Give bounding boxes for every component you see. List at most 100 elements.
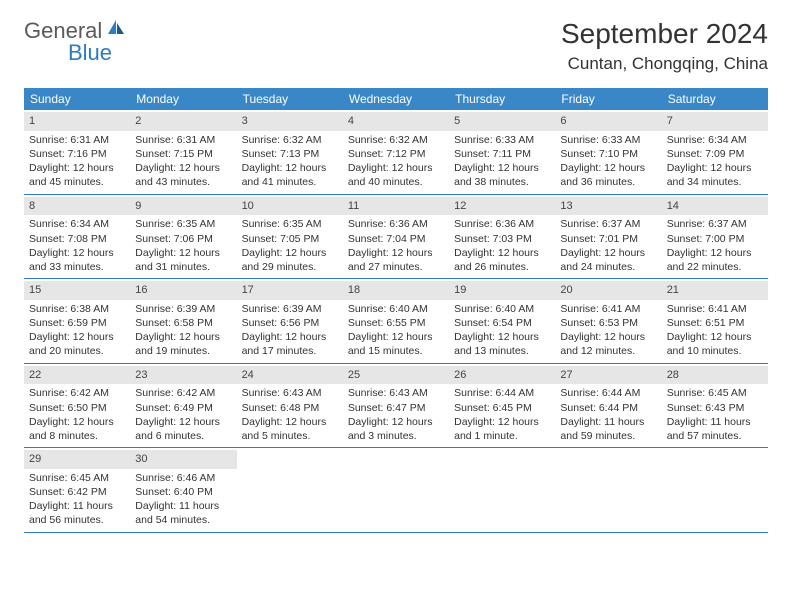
week-row: 22Sunrise: 6:42 AMSunset: 6:50 PMDayligh… — [24, 364, 768, 449]
day-number: 30 — [130, 450, 236, 469]
day-number: 12 — [449, 197, 555, 216]
sunset-line: Sunset: 6:43 PM — [667, 401, 763, 415]
week-row: 15Sunrise: 6:38 AMSunset: 6:59 PMDayligh… — [24, 279, 768, 364]
weeks-container: 1 Sunrise: 6:31 AMSunset: 7:16 PM Daylight… — [24, 110, 768, 533]
daylight-line: Daylight: 12 hours and 40 minutes. — [348, 161, 444, 189]
sunrise-line: Sunrise: 6:34 AM — [667, 133, 763, 147]
daylight-line: Daylight: 12 hours and 31 minutes. — [135, 246, 231, 274]
sunset-line: Sunset: 6:51 PM — [667, 316, 763, 330]
day-number: 26 — [449, 366, 555, 385]
sunset-line: Sunset: 7:09 PM — [667, 147, 763, 161]
daylight-line: Daylight: 12 hours and 10 minutes. — [667, 330, 763, 358]
day-number: 17 — [237, 281, 343, 300]
calendar: Sunday Monday Tuesday Wednesday Thursday… — [24, 88, 768, 533]
sunset-line: Sunset: 6:50 PM — [29, 401, 125, 415]
day-cell: 20Sunrise: 6:41 AMSunset: 6:53 PMDayligh… — [555, 279, 661, 363]
sunset-line: Sunset: 7:13 PM — [242, 147, 338, 161]
daylight-line: Daylight: 11 hours and 57 minutes. — [667, 415, 763, 443]
sunset-line: Sunset: 7:06 PM — [135, 232, 231, 246]
day-number: 23 — [130, 366, 236, 385]
daylight-line: Daylight: 12 hours and 36 minutes. — [560, 161, 656, 189]
day-number: 6 — [555, 112, 661, 131]
sunrise-line: Sunrise: 6:40 AM — [348, 302, 444, 316]
day-cell — [449, 448, 555, 532]
day-number: 9 — [130, 197, 236, 216]
day-cell: 24Sunrise: 6:43 AMSunset: 6:48 PMDayligh… — [237, 364, 343, 448]
daylight-line: Daylight: 12 hours and 29 minutes. — [242, 246, 338, 274]
sunrise-line: Sunrise: 6:37 AM — [560, 217, 656, 231]
day-number: 10 — [237, 197, 343, 216]
daylight-line: Daylight: 11 hours and 56 minutes. — [29, 499, 125, 527]
day-cell: 27Sunrise: 6:44 AMSunset: 6:44 PMDayligh… — [555, 364, 661, 448]
day-number: 14 — [662, 197, 768, 216]
day-number: 5 — [449, 112, 555, 131]
daylight-line: Daylight: 12 hours and 34 minutes. — [667, 161, 763, 189]
day-header-sat: Saturday — [662, 88, 768, 110]
day-header-thu: Thursday — [449, 88, 555, 110]
day-number: 1 — [24, 112, 130, 131]
day-number: 21 — [662, 281, 768, 300]
sunrise-line: Sunrise: 6:44 AM — [454, 386, 550, 400]
day-cell: 26Sunrise: 6:44 AMSunset: 6:45 PMDayligh… — [449, 364, 555, 448]
sunrise-line: Sunrise: 6:44 AM — [560, 386, 656, 400]
sunset-line: Sunset: 6:56 PM — [242, 316, 338, 330]
sunrise-line: Sunrise: 6:35 AM — [242, 217, 338, 231]
daylight-line: Daylight: 12 hours and 6 minutes. — [135, 415, 231, 443]
daylight-line: Daylight: 12 hours and 1 minute. — [454, 415, 550, 443]
day-cell: 29Sunrise: 6:45 AMSunset: 6:42 PMDayligh… — [24, 448, 130, 532]
sunrise-line: Sunrise: 6:31 AM — [29, 133, 125, 147]
day-number: 28 — [662, 366, 768, 385]
sunset-line: Sunset: 6:40 PM — [135, 485, 231, 499]
day-cell: 1Sunrise: 6:31 AMSunset: 7:16 PMDaylight… — [24, 110, 130, 194]
day-number: 27 — [555, 366, 661, 385]
day-cell: 30Sunrise: 6:46 AMSunset: 6:40 PMDayligh… — [130, 448, 236, 532]
sunset-line: Sunset: 7:05 PM — [242, 232, 338, 246]
sunset-line: Sunset: 6:58 PM — [135, 316, 231, 330]
day-cell — [343, 448, 449, 532]
daylight-line: Daylight: 12 hours and 12 minutes. — [560, 330, 656, 358]
day-number: 20 — [555, 281, 661, 300]
day-number: 4 — [343, 112, 449, 131]
day-number: 18 — [343, 281, 449, 300]
sunset-line: Sunset: 7:16 PM — [29, 147, 125, 161]
day-cell: 14Sunrise: 6:37 AMSunset: 7:00 PMDayligh… — [662, 195, 768, 279]
day-header-sun: Sunday — [24, 88, 130, 110]
sunset-line: Sunset: 6:59 PM — [29, 316, 125, 330]
day-cell — [555, 448, 661, 532]
day-header-fri: Friday — [555, 88, 661, 110]
sunrise-line: Sunrise: 6:41 AM — [667, 302, 763, 316]
day-cell: 5Sunrise: 6:33 AMSunset: 7:11 PMDaylight… — [449, 110, 555, 194]
day-cell: 10Sunrise: 6:35 AMSunset: 7:05 PMDayligh… — [237, 195, 343, 279]
day-cell: 6Sunrise: 6:33 AMSunset: 7:10 PMDaylight… — [555, 110, 661, 194]
sunrise-line: Sunrise: 6:36 AM — [348, 217, 444, 231]
week-row: 29Sunrise: 6:45 AMSunset: 6:42 PMDayligh… — [24, 448, 768, 533]
day-number: 11 — [343, 197, 449, 216]
daylight-line: Daylight: 12 hours and 8 minutes. — [29, 415, 125, 443]
daylight-line: Daylight: 12 hours and 26 minutes. — [454, 246, 550, 274]
day-number: 29 — [24, 450, 130, 469]
daylight-line: Daylight: 12 hours and 3 minutes. — [348, 415, 444, 443]
day-cell: 9Sunrise: 6:35 AMSunset: 7:06 PMDaylight… — [130, 195, 236, 279]
logo-sail-icon — [106, 18, 126, 41]
daylight-line: Daylight: 12 hours and 19 minutes. — [135, 330, 231, 358]
sunrise-line: Sunrise: 6:32 AM — [242, 133, 338, 147]
sunrise-line: Sunrise: 6:42 AM — [135, 386, 231, 400]
sunrise-line: Sunrise: 6:46 AM — [135, 471, 231, 485]
sunrise-line: Sunrise: 6:39 AM — [242, 302, 338, 316]
daylight-line: Daylight: 12 hours and 33 minutes. — [29, 246, 125, 274]
sunrise-line: Sunrise: 6:32 AM — [348, 133, 444, 147]
day-cell — [237, 448, 343, 532]
sunrise-line: Sunrise: 6:45 AM — [667, 386, 763, 400]
daylight-line: Daylight: 12 hours and 41 minutes. — [242, 161, 338, 189]
day-cell: 23Sunrise: 6:42 AMSunset: 6:49 PMDayligh… — [130, 364, 236, 448]
day-cell: 22Sunrise: 6:42 AMSunset: 6:50 PMDayligh… — [24, 364, 130, 448]
daylight-line: Daylight: 12 hours and 24 minutes. — [560, 246, 656, 274]
sunrise-line: Sunrise: 6:35 AM — [135, 217, 231, 231]
day-header-wed: Wednesday — [343, 88, 449, 110]
day-header-tue: Tuesday — [237, 88, 343, 110]
day-cell: 4Sunrise: 6:32 AMSunset: 7:12 PMDaylight… — [343, 110, 449, 194]
logo-text-blue: Blue — [68, 40, 112, 65]
day-number: 2 — [130, 112, 236, 131]
week-row: 1 Sunrise: 6:31 AMSunset: 7:16 PM Daylight… — [24, 110, 768, 195]
day-cell: 12Sunrise: 6:36 AMSunset: 7:03 PMDayligh… — [449, 195, 555, 279]
